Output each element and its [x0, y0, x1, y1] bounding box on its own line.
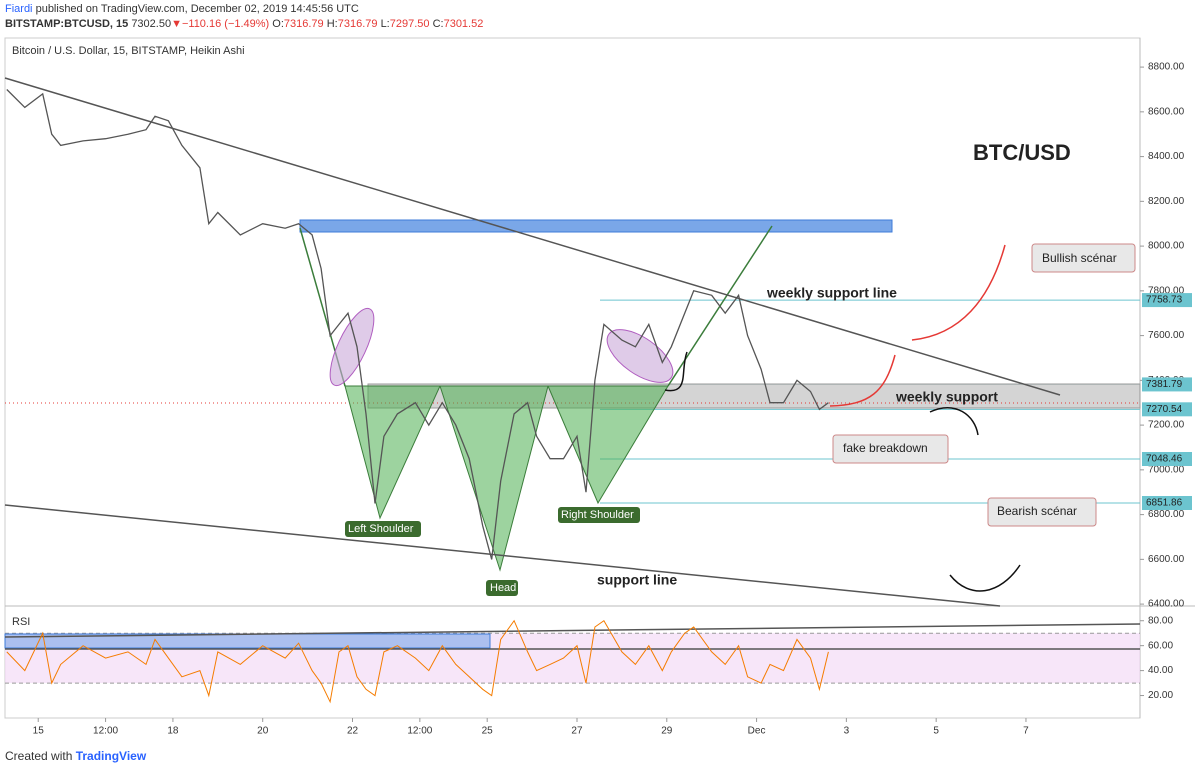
y-tick-label: 6600.00 [1148, 554, 1185, 565]
x-tick-label: 25 [482, 726, 494, 737]
h-value: 7316.79 [338, 18, 378, 30]
arrow: ▼ [171, 18, 182, 30]
downtrend-line [4, 77, 1061, 396]
x-tick-label: Dec [748, 726, 766, 737]
support-trend-line [4, 504, 1001, 607]
bounce-arrow [949, 564, 1021, 592]
price-level-label: 7270.54 [1146, 404, 1183, 415]
pattern-label: Head [490, 582, 516, 594]
y-tick-label: 6400.00 [1148, 599, 1185, 610]
x-tick-label: 7 [1023, 726, 1029, 737]
y-tick-label: 8000.00 [1148, 241, 1185, 252]
y-tick-label: 8200.00 [1148, 196, 1185, 207]
y-tick-label: 7800.00 [1148, 285, 1185, 296]
c-label: C: [433, 18, 444, 30]
y-tick-label: 8600.00 [1148, 106, 1185, 117]
price-level-label: 7758.73 [1146, 295, 1183, 306]
y-tick-label: 6800.00 [1148, 509, 1185, 520]
y-tick-label: 60.00 [1148, 640, 1173, 651]
price-level-label: 7048.46 [1146, 454, 1183, 465]
price-level-tag [1142, 452, 1192, 467]
resistance-zone [299, 219, 893, 233]
bearish-arrow [929, 407, 979, 436]
y-tick-label: 8400.00 [1148, 151, 1185, 162]
x-tick-label: 15 [33, 726, 45, 737]
left-shoulder-triangle [344, 385, 441, 520]
c-value: 7301.52 [444, 18, 484, 30]
symbol-line: BITSTAMP:BTCUSD, 15 7302.50▼−110.16 (−1.… [5, 18, 483, 30]
price-level-tag [1142, 293, 1192, 308]
highlight-ellipse [606, 329, 674, 383]
x-tick-label: 3 [844, 726, 850, 737]
y-tick-label: 40.00 [1148, 665, 1173, 676]
price-level-tag [1142, 377, 1192, 392]
l-label: L: [381, 18, 390, 30]
x-tick-label: 5 [933, 726, 939, 737]
rsi-trend [4, 623, 1141, 638]
rsi-title: RSI [12, 616, 30, 628]
price-level-tag [1142, 495, 1192, 510]
footer: Created with TradingView [5, 749, 147, 763]
drawings [4, 77, 1141, 607]
annotation: weekly support line [766, 285, 897, 301]
x-tick-label: 27 [571, 726, 583, 737]
right-shoulder-triangle [547, 385, 669, 505]
symbol: BITSTAMP:BTCUSD, 15 [5, 18, 128, 30]
x-tick-label: 22 [347, 726, 359, 737]
symbol-annotation: BTC/USD [973, 140, 1071, 165]
callout-box [832, 434, 949, 464]
price-level-tag [1142, 402, 1192, 417]
y-tick-label: 8800.00 [1148, 62, 1185, 73]
o-value: 7316.79 [284, 18, 324, 30]
published: published on TradingView.com, December 0… [36, 3, 359, 15]
callout-text: Bullish scénar [1042, 251, 1117, 265]
pattern-label: Right Shoulder [561, 509, 634, 521]
annotation: weekly support [895, 389, 998, 405]
label-box [345, 521, 421, 537]
bullish-arrow [911, 244, 1006, 341]
pane-title: Bitcoin / U.S. Dollar, 15, BITSTAMP, Hei… [12, 45, 245, 57]
highlight-ellipse [329, 307, 375, 387]
callout-text: Bearish scénar [997, 504, 1077, 518]
annotation: support line [597, 572, 677, 588]
change: −110.16 (−1.49%) [182, 18, 269, 30]
h-label: H: [327, 18, 338, 30]
x-tick-label: 12:00 [93, 726, 118, 737]
price-level-label: 6851.86 [1146, 498, 1183, 509]
x-tick-label: 29 [661, 726, 673, 737]
head-triangle [439, 385, 549, 572]
price-line [6, 89, 829, 560]
author: Fiardi [5, 3, 33, 15]
callout-box [1031, 243, 1136, 273]
x-tick-label: 20 [257, 726, 269, 737]
callout-box [987, 497, 1097, 527]
y-tick-label: 20.00 [1148, 690, 1173, 701]
last: 7302.50 [131, 18, 171, 30]
label-box [558, 507, 640, 523]
o-label: O: [272, 18, 284, 30]
y-tick-label: 80.00 [1148, 615, 1173, 626]
rsi-line [6, 619, 829, 704]
callout-text: fake breakdown [843, 441, 928, 455]
y-tick-label: 7600.00 [1148, 330, 1185, 341]
bullish-arrow [829, 354, 896, 407]
l-value: 7297.50 [390, 18, 430, 30]
y-tick-label: 7000.00 [1148, 464, 1185, 475]
pattern-label: Left Shoulder [348, 523, 414, 535]
price-level-label: 7381.79 [1146, 379, 1183, 390]
retest-arrow [664, 351, 688, 392]
x-tick-label: 18 [167, 726, 179, 737]
x-tick-label: 12:00 [407, 726, 432, 737]
label-box [486, 580, 518, 596]
header-line: Fiardi published on TradingView.com, Dec… [5, 3, 359, 15]
y-tick-label: 7200.00 [1148, 420, 1185, 431]
